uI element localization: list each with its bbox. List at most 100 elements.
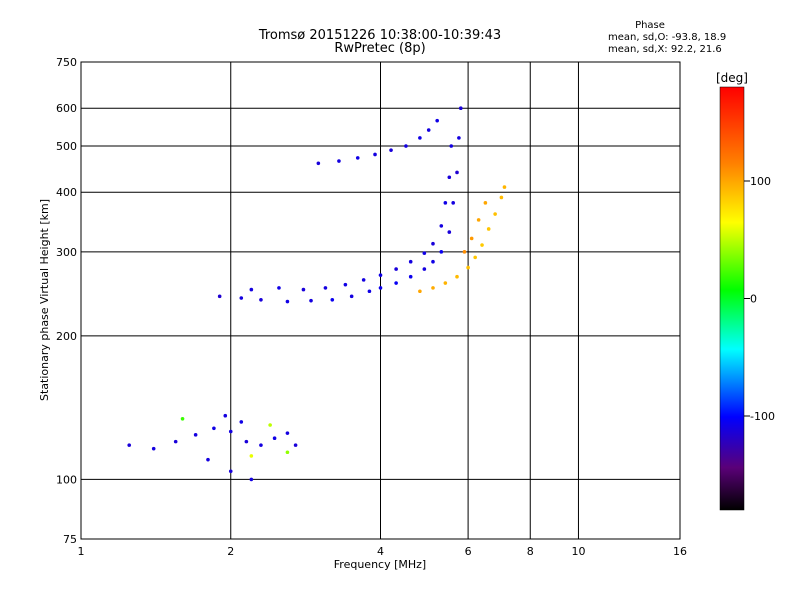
data-point bbox=[451, 201, 455, 205]
phase-stats-o-mode: mean, sd,O: -93.8, 18.9 bbox=[608, 32, 727, 43]
data-point bbox=[476, 218, 481, 222]
grid-lines bbox=[81, 62, 680, 539]
x-tick-label: 4 bbox=[377, 545, 384, 558]
x-axis-label: Frequency [MHz] bbox=[334, 558, 426, 571]
data-point bbox=[378, 273, 383, 277]
x-tick-label: 1 bbox=[78, 545, 85, 558]
y-tick-label: 300 bbox=[56, 246, 77, 259]
data-point bbox=[394, 281, 398, 285]
data-point bbox=[455, 170, 459, 175]
x-tick-label: 2 bbox=[227, 545, 234, 558]
data-point bbox=[268, 423, 272, 427]
phase-stats-title: Phase bbox=[635, 20, 665, 31]
colorbar-unit-label: [deg] bbox=[716, 71, 748, 85]
data-point bbox=[228, 469, 233, 474]
x-tick-label: 8 bbox=[527, 545, 534, 558]
colorbar-ticks: 100 0 -100 bbox=[744, 175, 775, 423]
data-point bbox=[293, 443, 298, 447]
chart-title: Tromsø 20151226 10:38:00-10:39:43 bbox=[258, 28, 502, 43]
data-point bbox=[447, 230, 452, 234]
y-tick-label: 200 bbox=[56, 330, 77, 343]
data-point bbox=[249, 287, 254, 292]
data-point bbox=[431, 286, 435, 290]
data-point bbox=[422, 251, 427, 256]
data-point bbox=[473, 255, 477, 260]
data-point bbox=[502, 185, 507, 189]
data-point bbox=[394, 267, 398, 271]
y-axis-ticks: 75 100 200 300 400 500 600 750 bbox=[56, 56, 77, 546]
data-point bbox=[206, 457, 210, 462]
plot-frame bbox=[80, 61, 681, 540]
data-point bbox=[277, 286, 281, 290]
data-point bbox=[462, 250, 467, 254]
data-point bbox=[301, 287, 306, 292]
data-point bbox=[151, 446, 156, 451]
data-point bbox=[418, 136, 422, 140]
series-1 bbox=[418, 185, 507, 294]
colorbar bbox=[719, 86, 745, 511]
data-point bbox=[483, 201, 488, 205]
data-point bbox=[469, 236, 474, 241]
data-point bbox=[180, 416, 185, 421]
data-point bbox=[439, 250, 444, 254]
data-point bbox=[173, 439, 178, 444]
y-tick-label: 600 bbox=[56, 102, 77, 115]
data-point bbox=[272, 436, 277, 441]
y-tick-label: 100 bbox=[56, 473, 77, 486]
y-tick-label: 75 bbox=[63, 533, 77, 546]
data-point bbox=[244, 439, 249, 444]
x-tick-label: 6 bbox=[465, 545, 472, 558]
data-point bbox=[443, 201, 448, 205]
data-point bbox=[323, 286, 328, 290]
data-point bbox=[239, 296, 244, 300]
data-point bbox=[259, 443, 263, 447]
data-point bbox=[458, 106, 463, 111]
x-tick-label: 16 bbox=[673, 545, 687, 558]
data-point bbox=[217, 294, 222, 299]
data-point bbox=[343, 282, 348, 287]
data-point bbox=[337, 159, 341, 163]
chart-subtitle: RwPretec (8p) bbox=[334, 41, 426, 56]
data-point bbox=[349, 294, 354, 299]
data-points bbox=[127, 106, 507, 482]
series-2 bbox=[127, 413, 298, 482]
colorbar-tick-label: -100 bbox=[750, 410, 775, 423]
data-point bbox=[447, 175, 452, 180]
data-point bbox=[443, 281, 448, 285]
data-point bbox=[259, 297, 263, 302]
data-point bbox=[127, 443, 132, 447]
data-point bbox=[285, 299, 290, 304]
data-point bbox=[212, 426, 216, 431]
data-point bbox=[486, 227, 491, 231]
data-point bbox=[249, 477, 254, 482]
data-point bbox=[249, 454, 254, 458]
data-point bbox=[355, 156, 360, 160]
data-point bbox=[373, 152, 377, 157]
data-point bbox=[408, 274, 413, 279]
data-point bbox=[480, 243, 484, 247]
data-point bbox=[361, 278, 366, 282]
data-point bbox=[431, 241, 435, 246]
data-point bbox=[426, 128, 431, 132]
data-point bbox=[439, 224, 444, 228]
phase-stats-x-mode: mean, sd,X: 92.2, 21.6 bbox=[608, 44, 722, 55]
data-point bbox=[435, 118, 439, 123]
data-point bbox=[422, 267, 427, 271]
data-point bbox=[449, 144, 454, 148]
data-point bbox=[239, 420, 244, 424]
data-point bbox=[367, 289, 372, 294]
data-point bbox=[457, 136, 461, 140]
colorbar-tick-label: 0 bbox=[750, 293, 757, 306]
data-point bbox=[404, 144, 408, 148]
data-point bbox=[455, 274, 459, 279]
data-point bbox=[493, 212, 497, 216]
y-tick-label: 500 bbox=[56, 140, 77, 153]
data-point bbox=[466, 265, 470, 270]
data-point bbox=[389, 148, 393, 152]
data-point bbox=[378, 286, 383, 290]
data-point bbox=[285, 450, 290, 455]
series-0 bbox=[217, 106, 463, 304]
data-point bbox=[193, 433, 198, 437]
